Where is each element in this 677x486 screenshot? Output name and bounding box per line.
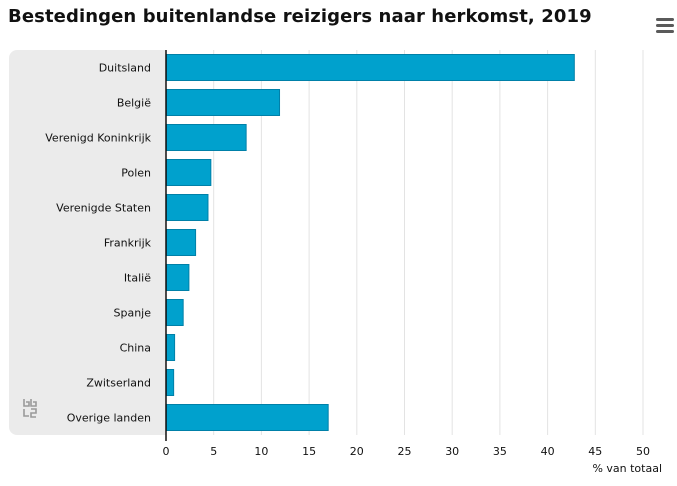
category-label-panel — [9, 50, 166, 435]
x-tick-label: 40 — [541, 445, 555, 458]
gridlines — [213, 50, 644, 435]
x-tick-label: 30 — [445, 445, 459, 458]
bar[interactable] — [166, 299, 184, 326]
bars — [166, 54, 575, 431]
category-label: China — [120, 342, 151, 355]
x-tick-label: 15 — [302, 445, 316, 458]
bar[interactable] — [166, 369, 175, 396]
bar[interactable] — [166, 89, 281, 116]
category-labels: Duitsland België Verenigd Koninkrijk Polen V… — [45, 62, 151, 425]
category-label: Zwitserland — [86, 377, 151, 390]
category-label: Overige landen — [67, 412, 151, 425]
x-tick-label: 10 — [254, 445, 268, 458]
category-label: Verenigd Koninkrijk — [45, 132, 151, 145]
category-label: Verenigde Staten — [56, 202, 151, 215]
x-tick-label: 35 — [493, 445, 507, 458]
x-tick-label: 50 — [636, 445, 650, 458]
bar[interactable] — [166, 194, 209, 221]
bar[interactable] — [166, 124, 247, 151]
bar[interactable] — [166, 159, 212, 186]
category-label: Frankrijk — [104, 237, 152, 250]
x-tick-label: 45 — [588, 445, 602, 458]
hamburger-menu-icon[interactable] — [656, 18, 676, 36]
bar[interactable] — [166, 404, 329, 431]
x-tick-label: 0 — [163, 445, 170, 458]
bar[interactable] — [166, 229, 197, 256]
cbs-logo-icon — [20, 396, 42, 422]
bar[interactable] — [166, 54, 575, 81]
category-label: Spanje — [113, 307, 151, 320]
chart-title: Bestedingen buitenlandse reizigers naar … — [8, 6, 592, 27]
bar[interactable] — [166, 264, 190, 291]
x-tick-label: 5 — [210, 445, 217, 458]
category-label: België — [117, 97, 151, 110]
category-label: Polen — [121, 167, 151, 180]
category-label: Duitsland — [99, 62, 151, 75]
bar[interactable] — [166, 334, 176, 361]
x-axis-ticks: 0 5 10 15 20 25 30 35 40 45 50 — [163, 445, 651, 458]
x-axis-title: % van totaal — [592, 462, 662, 475]
category-label: Italië — [124, 272, 151, 285]
x-tick-label: 25 — [398, 445, 412, 458]
x-tick-label: 20 — [350, 445, 364, 458]
